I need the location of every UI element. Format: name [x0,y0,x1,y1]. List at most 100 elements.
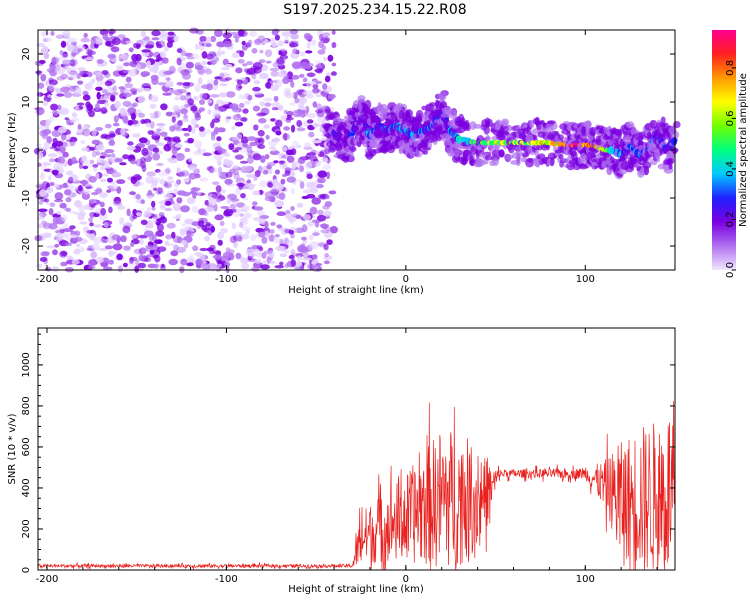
spectrogram-noise-cell [280,178,286,185]
spectrogram-noise-cell [186,230,195,238]
spectrogram-noise-cell [276,57,285,65]
spectrogram-noise-cell [91,150,97,158]
spectrogram-noise-cell [310,39,317,47]
spectrogram-halo-cell [559,123,568,130]
spectrogram-noise-cell [48,208,54,216]
spectrogram-noise-cell [132,133,141,138]
spectrogram-noise-cell [126,145,136,151]
spectrogram-noise-cell [236,142,244,149]
spectrogram-noise-cell [305,50,313,54]
spectrogram-noise-cell [226,198,231,205]
spectrogram-noise-cell [231,211,242,218]
spectrogram-noise-cell [132,111,137,119]
colorbar: 0.0 0.2 0.4 0.6 0.8 Normalized spectral ampl… [712,30,749,278]
spectrogram-noise-cell [170,250,179,257]
spectrogram-noise-cell [86,185,94,190]
spectrogram-noise-cell [153,111,159,118]
spectrogram-noise-cell [125,221,132,226]
spectrogram-noise-cell [103,94,111,101]
spectrogram-noise-cell [169,141,176,149]
spectrogram-noise-cell [234,231,243,237]
spectrogram-halo-cell [398,146,403,155]
spectrogram-noise-cell [258,117,267,124]
spectrogram-noise-cell [191,205,199,214]
spectrogram-noise-cell [251,266,260,272]
spectrogram-noise-cell [329,226,338,234]
spectrogram-noise-cell [279,261,284,266]
spectrogram-noise-cell [261,252,267,259]
spectrogram-noise-cell [301,224,308,233]
spectrogram-noise-cell [210,225,216,233]
snr-x-tick-label: -200 [36,574,59,585]
spectrogram-halo-cell [642,161,652,169]
spectrogram-noise-cell [242,63,248,67]
spectrogram-noise-cell [75,243,81,248]
spectrogram-noise-cell [322,210,332,217]
spectrogram-noise-cell [203,211,208,216]
spectrogram-noise-cell [303,32,312,40]
spectrogram-noise-cell [59,50,64,56]
spectrogram-noise-cell [273,95,279,102]
spectrogram-noise-cell [237,29,245,37]
spectrogram-noise-cell [135,175,143,180]
spectrogram-halo-cell [441,107,452,112]
spectrogram-noise-cell [81,147,90,152]
spectrogram-noise-cell [157,82,166,86]
spectrogram-noise-cell [271,188,277,197]
spectrogram-noise-cell [199,130,207,138]
spectrogram-halo-cell [643,165,650,176]
spectrogram-noise-cell [181,127,189,132]
spectrogram-noise-cell [104,123,112,129]
spectrogram-noise-cell [319,33,324,42]
spectrogram-noise-cell [288,254,295,260]
spectrogram-noise-cell [290,124,296,133]
spectrogram-noise-cell [165,77,171,81]
spectrogram-noise-cell [114,100,121,109]
spectrogram-noise-cell [254,258,262,264]
spectrogram-halo-cell [507,124,513,132]
spectrogram-noise-cell [191,186,199,195]
spectrogram-noise-cell [112,85,117,92]
spectrogram-noise-cell [217,239,223,246]
spectrogram-noise-cell [269,260,276,265]
spectrogram-noise-cell [145,176,154,184]
snr-y-tick-label: 800 [21,396,32,415]
spectrogram-halo-cell [617,128,622,139]
spectrogram-noise-cell [167,137,176,142]
spectrogram-noise-cell [231,125,236,130]
spectrogram-halo-cell [557,134,564,140]
spectrogram-noise-cell [283,87,291,94]
spectrogram-noise-cell [104,80,113,87]
spectrogram-noise-cell [82,90,89,96]
spectrogram-noise-cell [233,241,238,249]
spectrogram-noise-cell [294,97,300,104]
spectrogram-halo-cell [350,146,357,152]
spectrogram-noise-cell [202,60,208,66]
spectrogram-noise-cell [249,141,258,147]
spectrogram-noise-cell [101,89,108,94]
spectrogram-noise-cell [219,92,228,98]
spectrogram-noise-cell [264,49,273,58]
spectrogram-noise-cell [234,154,244,160]
spectrogram-noise-cell [252,190,260,196]
spectrogram-noise-cell [229,235,237,243]
spectrogram-noise-cell [53,199,64,203]
spectrogram-noise-cell [48,79,58,86]
spectrogram-noise-cell [315,180,324,184]
spectrogram-noise-cell [254,170,261,178]
spectrogram-halo-cell [500,130,510,136]
spectrogram-noise-cell [305,161,313,169]
spectrogram-noise-cell [271,107,279,111]
spectrogram-noise-cell [90,251,98,259]
spectrogram-noise-cell [138,112,145,118]
spectrogram-noise-cell [165,111,174,117]
spectrogram-noise-cell [93,236,103,244]
spectrogram-noise-cell [155,230,165,237]
spectrogram-noise-cell [135,87,144,93]
spectrogram-noise-cell [259,100,265,107]
spectrogram-noise-cell [108,130,116,139]
spectrogram-noise-cell [182,72,191,80]
spectrogram-noise-cell [167,176,174,180]
spectrogram-noise-cell [283,132,288,141]
spectrogram-noise-cell [260,264,270,270]
